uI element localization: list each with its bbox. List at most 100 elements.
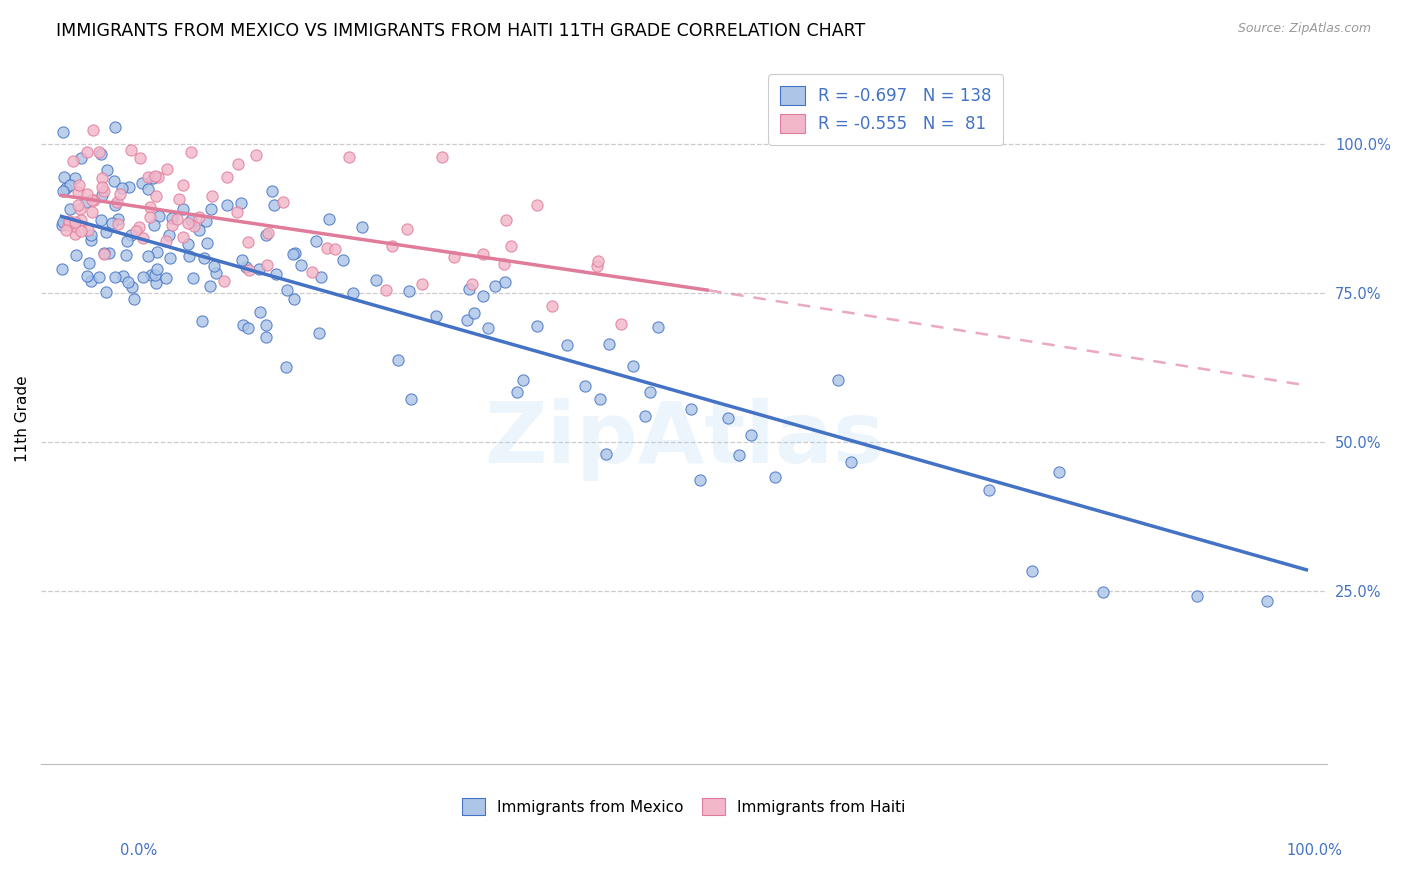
Point bbox=[90, 170, 112, 185]
Point bbox=[305, 234, 328, 248]
Point bbox=[63, 219, 86, 234]
Point bbox=[159, 252, 181, 266]
Point bbox=[215, 170, 238, 185]
Point bbox=[316, 241, 339, 255]
Point bbox=[115, 234, 138, 248]
Point bbox=[120, 227, 142, 242]
Point bbox=[67, 178, 90, 193]
Text: Source: ZipAtlas.com: Source: ZipAtlas.com bbox=[1237, 22, 1371, 36]
Point bbox=[226, 157, 249, 171]
Point bbox=[51, 262, 73, 277]
Point bbox=[231, 253, 253, 268]
Point bbox=[238, 235, 260, 250]
Point bbox=[132, 231, 155, 245]
Point bbox=[96, 285, 118, 300]
Point bbox=[375, 283, 398, 297]
Point bbox=[318, 211, 340, 226]
Point bbox=[52, 125, 75, 139]
Point bbox=[143, 268, 166, 282]
Point bbox=[425, 309, 447, 323]
Point bbox=[139, 210, 162, 224]
Point bbox=[679, 402, 702, 417]
Point bbox=[122, 292, 145, 306]
Point bbox=[139, 268, 162, 282]
Point bbox=[273, 194, 295, 209]
Point bbox=[136, 181, 159, 195]
Point bbox=[181, 271, 204, 285]
Point bbox=[276, 283, 298, 297]
Point bbox=[93, 184, 115, 198]
Point bbox=[232, 318, 254, 333]
Point bbox=[197, 235, 219, 250]
Point bbox=[309, 269, 332, 284]
Point bbox=[160, 211, 183, 225]
Point bbox=[411, 277, 433, 291]
Point bbox=[143, 169, 166, 183]
Point bbox=[115, 248, 138, 262]
Point bbox=[574, 378, 596, 392]
Point bbox=[1091, 584, 1114, 599]
Point bbox=[283, 292, 305, 306]
Point bbox=[598, 337, 620, 351]
Point bbox=[75, 195, 97, 210]
Point bbox=[63, 215, 86, 229]
Point bbox=[104, 198, 127, 212]
Point bbox=[104, 270, 127, 285]
Point bbox=[156, 161, 179, 176]
Point bbox=[160, 218, 183, 232]
Point bbox=[94, 225, 117, 239]
Point bbox=[364, 272, 387, 286]
Point bbox=[740, 427, 762, 442]
Point bbox=[256, 258, 278, 272]
Point bbox=[589, 392, 612, 406]
Point bbox=[621, 359, 644, 373]
Point bbox=[76, 269, 98, 284]
Point bbox=[716, 411, 738, 425]
Point bbox=[226, 204, 249, 219]
Point bbox=[145, 276, 167, 290]
Point bbox=[76, 187, 98, 202]
Point bbox=[765, 470, 787, 484]
Point bbox=[80, 233, 103, 247]
Point bbox=[229, 196, 252, 211]
Point bbox=[461, 277, 484, 291]
Point bbox=[179, 249, 201, 263]
Point bbox=[212, 274, 235, 288]
Point bbox=[610, 317, 633, 331]
Point bbox=[634, 409, 657, 423]
Point bbox=[180, 213, 202, 227]
Point bbox=[80, 205, 103, 219]
Point bbox=[257, 226, 280, 240]
Point bbox=[121, 280, 143, 294]
Point bbox=[117, 275, 139, 289]
Y-axis label: 11th Grade: 11th Grade bbox=[15, 376, 30, 462]
Point bbox=[107, 217, 129, 231]
Point bbox=[52, 215, 75, 229]
Point bbox=[111, 268, 134, 283]
Point bbox=[136, 169, 159, 184]
Point bbox=[129, 151, 152, 165]
Point bbox=[245, 148, 267, 162]
Point bbox=[148, 170, 170, 185]
Point bbox=[172, 178, 194, 192]
Point bbox=[204, 259, 226, 273]
Point bbox=[128, 220, 150, 235]
Point bbox=[301, 265, 323, 279]
Point bbox=[526, 198, 548, 212]
Point bbox=[65, 248, 87, 262]
Point bbox=[177, 216, 200, 230]
Legend: Immigrants from Mexico, Immigrants from Haiti: Immigrants from Mexico, Immigrants from … bbox=[463, 798, 905, 815]
Point bbox=[827, 372, 849, 386]
Point bbox=[66, 198, 89, 212]
Point bbox=[235, 260, 257, 274]
Point bbox=[180, 145, 202, 160]
Point bbox=[111, 180, 134, 194]
Point bbox=[191, 314, 214, 328]
Point bbox=[387, 352, 409, 367]
Point bbox=[337, 150, 360, 164]
Point bbox=[205, 266, 228, 280]
Point bbox=[728, 448, 751, 462]
Point bbox=[484, 279, 506, 293]
Point bbox=[395, 222, 418, 236]
Point bbox=[350, 219, 373, 234]
